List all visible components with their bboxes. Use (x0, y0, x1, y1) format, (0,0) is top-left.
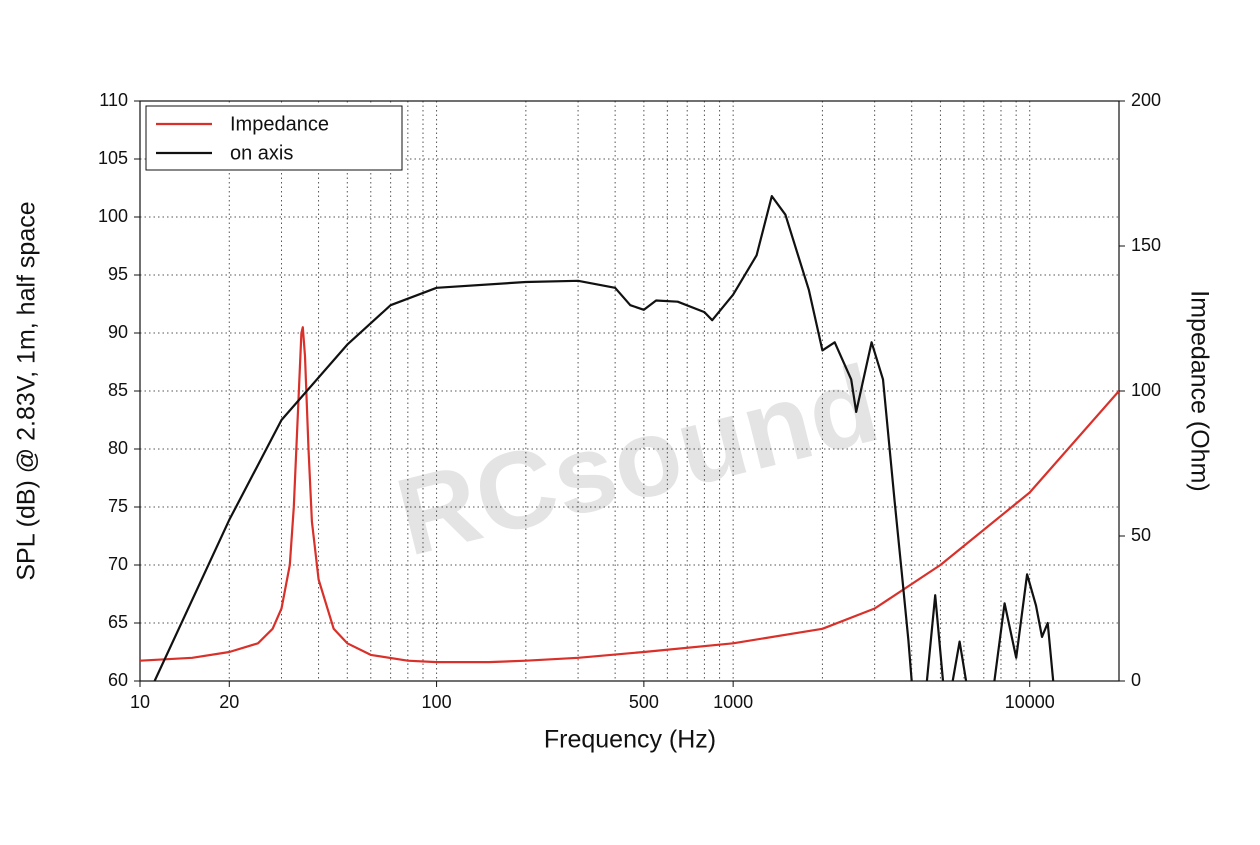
y-tick-label: 80 (108, 438, 128, 458)
y-tick-label: 65 (108, 612, 128, 632)
y-tick-label: 60 (108, 670, 128, 690)
y-tick-label: 75 (108, 496, 128, 516)
y-tick-label: 110 (99, 90, 128, 110)
legend-label: on axis (230, 142, 293, 164)
watermark: RCsound (386, 342, 890, 580)
y-axis-title: SPL (dB) @ 2.83V, 1m, half space (13, 201, 41, 580)
plot-frame (139, 100, 1120, 682)
y-tick-label: 90 (108, 322, 128, 342)
legend-label: Impedance (230, 113, 329, 135)
y-tick-label: 95 (108, 264, 128, 284)
x-tick-label: 10 (130, 692, 150, 712)
y2-tick-label: 100 (1131, 380, 1161, 400)
y2-tick-label: 150 (1131, 235, 1161, 255)
y-tick-label: 105 (98, 148, 128, 168)
y2-tick-label: 0 (1131, 670, 1141, 690)
x-tick-label: 20 (219, 692, 239, 712)
x-axis-title: Frequency (Hz) (544, 726, 716, 754)
y2-tick-label: 200 (1131, 90, 1161, 110)
y2-axis-title: Impedance (Ohm) (1185, 290, 1213, 491)
x-tick-label: 1000 (713, 692, 753, 712)
series-line (140, 326, 1119, 664)
legend-box (145, 105, 403, 171)
y-tick-label: 100 (98, 206, 128, 226)
series-line (153, 195, 1055, 681)
x-tick-label: 100 (422, 692, 452, 712)
y2-tick-label: 50 (1131, 525, 1151, 545)
x-tick-label: 500 (629, 692, 659, 712)
x-tick-label: 10000 (1005, 692, 1055, 712)
y-tick-label: 70 (108, 554, 128, 574)
y-tick-label: 85 (108, 380, 128, 400)
